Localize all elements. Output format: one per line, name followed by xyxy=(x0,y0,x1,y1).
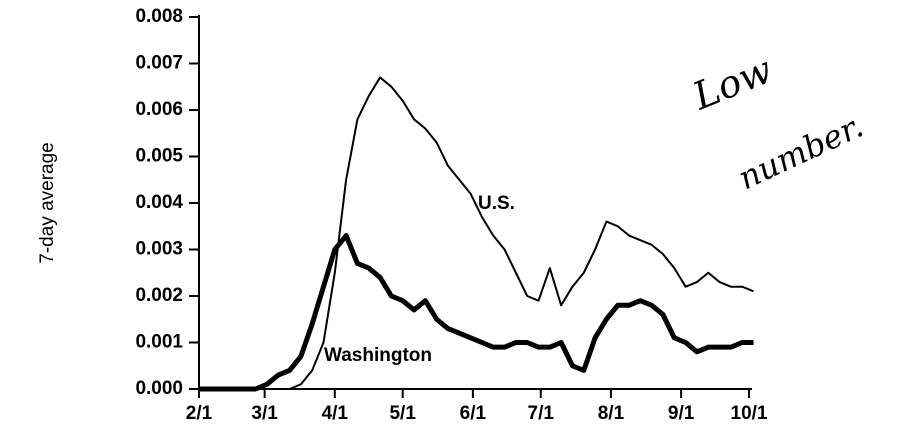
x-tick-label: 8/1 xyxy=(598,403,625,424)
y-tick-label: 0.002 xyxy=(135,285,183,306)
annotation: U.S. xyxy=(478,193,515,214)
y-axis-label: 7-day average xyxy=(37,142,58,263)
y-tick-label: 0.004 xyxy=(135,192,183,213)
x-tick-label: 6/1 xyxy=(460,403,487,424)
y-tick-label: 0.000 xyxy=(135,378,183,399)
x-tick-label: 7/1 xyxy=(528,403,555,424)
y-tick-label: 0.001 xyxy=(135,332,183,353)
line-series xyxy=(199,233,754,392)
x-tick-label: 2/1 xyxy=(186,403,213,424)
y-tick-label: 0.003 xyxy=(135,239,183,260)
y-tick-label: 0.008 xyxy=(135,6,183,27)
x-tick-label: 4/1 xyxy=(322,403,349,424)
line-series xyxy=(199,76,754,390)
x-tick-label: 3/1 xyxy=(251,403,278,424)
y-tick-label: 0.007 xyxy=(135,53,183,74)
y-tick-label: 0.006 xyxy=(135,99,183,120)
handwritten-note: Low xyxy=(686,47,778,118)
x-tick-label: 5/1 xyxy=(389,403,416,424)
annotation: Washington xyxy=(324,345,432,366)
x-tick-label: 10/1 xyxy=(731,403,768,424)
x-tick-label: 9/1 xyxy=(668,403,695,424)
y-tick-label: 0.005 xyxy=(135,146,183,167)
handwritten-note: number. xyxy=(732,107,869,198)
